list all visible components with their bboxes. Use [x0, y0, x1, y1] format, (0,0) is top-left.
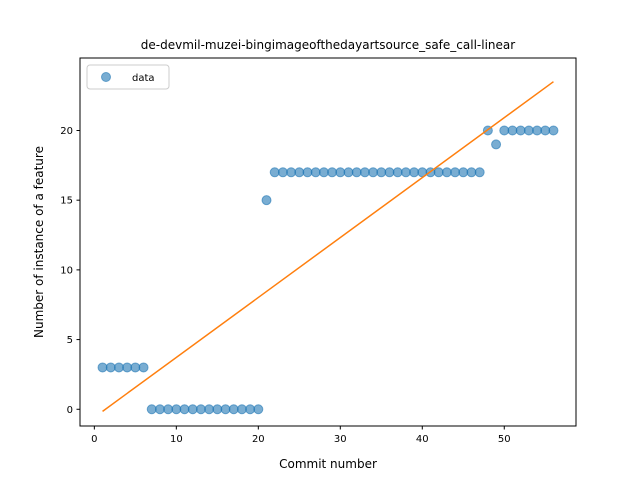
y-tick-label: 15	[60, 196, 73, 207]
data-point	[114, 363, 123, 372]
y-tick-label: 10	[60, 265, 73, 276]
data-point	[205, 405, 214, 414]
data-point	[467, 168, 476, 177]
data-point	[369, 168, 378, 177]
x-axis-label: Commit number	[279, 457, 377, 471]
chart-title: de-devmil-muzei-bingimageofthedayartsour…	[141, 38, 515, 52]
data-point	[459, 168, 468, 177]
data-point	[131, 363, 140, 372]
data-point	[311, 168, 320, 177]
data-point	[500, 126, 509, 135]
data-point	[196, 405, 205, 414]
data-point	[434, 168, 443, 177]
data-point	[172, 405, 181, 414]
x-tick-label: 0	[91, 434, 97, 445]
data-point	[401, 168, 410, 177]
x-tick-label: 30	[334, 434, 347, 445]
data-point	[221, 405, 230, 414]
data-point	[155, 405, 164, 414]
data-point	[410, 168, 419, 177]
data-point	[287, 168, 296, 177]
data-point	[336, 168, 345, 177]
data-point	[188, 405, 197, 414]
data-point	[229, 405, 238, 414]
legend-marker-data	[102, 73, 111, 82]
x-tick-label: 20	[252, 434, 265, 445]
data-point	[262, 196, 271, 205]
data-point	[98, 363, 107, 372]
data-point	[213, 405, 222, 414]
y-tick-label: 20	[60, 126, 73, 137]
data-point	[516, 126, 525, 135]
data-point	[139, 363, 148, 372]
x-tick-label: 10	[170, 434, 183, 445]
data-point	[385, 168, 394, 177]
data-point	[475, 168, 484, 177]
x-tick-label: 50	[498, 434, 511, 445]
data-point	[246, 405, 255, 414]
x-tick-label: 40	[416, 434, 429, 445]
y-axis-label: Number of instance of a feature	[32, 146, 46, 338]
data-point	[508, 126, 517, 135]
data-point	[492, 140, 501, 149]
data-point	[451, 168, 460, 177]
data-point	[442, 168, 451, 177]
y-tick-label: 5	[67, 335, 73, 346]
data-point	[344, 168, 353, 177]
data-point	[360, 168, 369, 177]
data-point	[278, 168, 287, 177]
data-point	[270, 168, 279, 177]
data-point	[549, 126, 558, 135]
y-tick-label: 0	[67, 405, 73, 416]
legend: data	[87, 65, 169, 89]
legend-label-data: data	[132, 73, 155, 84]
data-point	[164, 405, 173, 414]
data-point	[147, 405, 156, 414]
data-point	[106, 363, 115, 372]
data-point	[237, 405, 246, 414]
data-point	[541, 126, 550, 135]
data-point	[254, 405, 263, 414]
data-point	[393, 168, 402, 177]
data-point	[377, 168, 386, 177]
data-point	[319, 168, 328, 177]
data-point	[352, 168, 361, 177]
data-point	[180, 405, 189, 414]
data-point	[123, 363, 132, 372]
data-point	[303, 168, 312, 177]
legend-box	[87, 65, 169, 89]
data-point	[524, 126, 533, 135]
data-point	[533, 126, 542, 135]
data-point	[328, 168, 337, 177]
data-point	[295, 168, 304, 177]
